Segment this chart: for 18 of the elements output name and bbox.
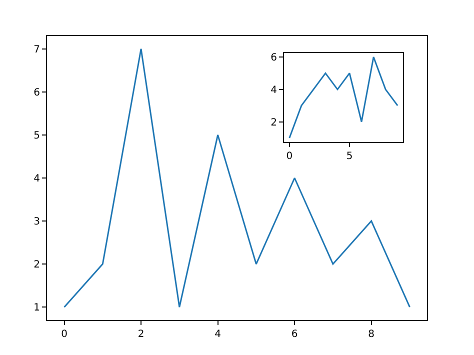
y-tick-label: 4 [270, 84, 277, 96]
y-tick-label: 6 [270, 52, 277, 64]
y-tick-label: 7 [34, 44, 40, 56]
x-tick-label: 4 [214, 329, 221, 340]
x-tick-label: 0 [61, 329, 68, 340]
y-tick-label: 3 [34, 216, 40, 228]
line-series [288, 56, 398, 139]
y-tick-label: 5 [34, 130, 40, 142]
y-tick-label: 4 [34, 174, 40, 184]
x-tick-label: 0 [286, 151, 293, 162]
y-tick-label: 2 [270, 117, 277, 128]
y-tick-label: 6 [34, 87, 40, 98]
x-tick-label: 2 [138, 329, 144, 340]
y-tick-label: 2 [34, 260, 40, 271]
x-tick-label: 6 [291, 329, 298, 340]
y-tick-label: 1 [34, 302, 40, 314]
x-tick-label: 8 [368, 329, 375, 340]
line-series [64, 48, 410, 308]
